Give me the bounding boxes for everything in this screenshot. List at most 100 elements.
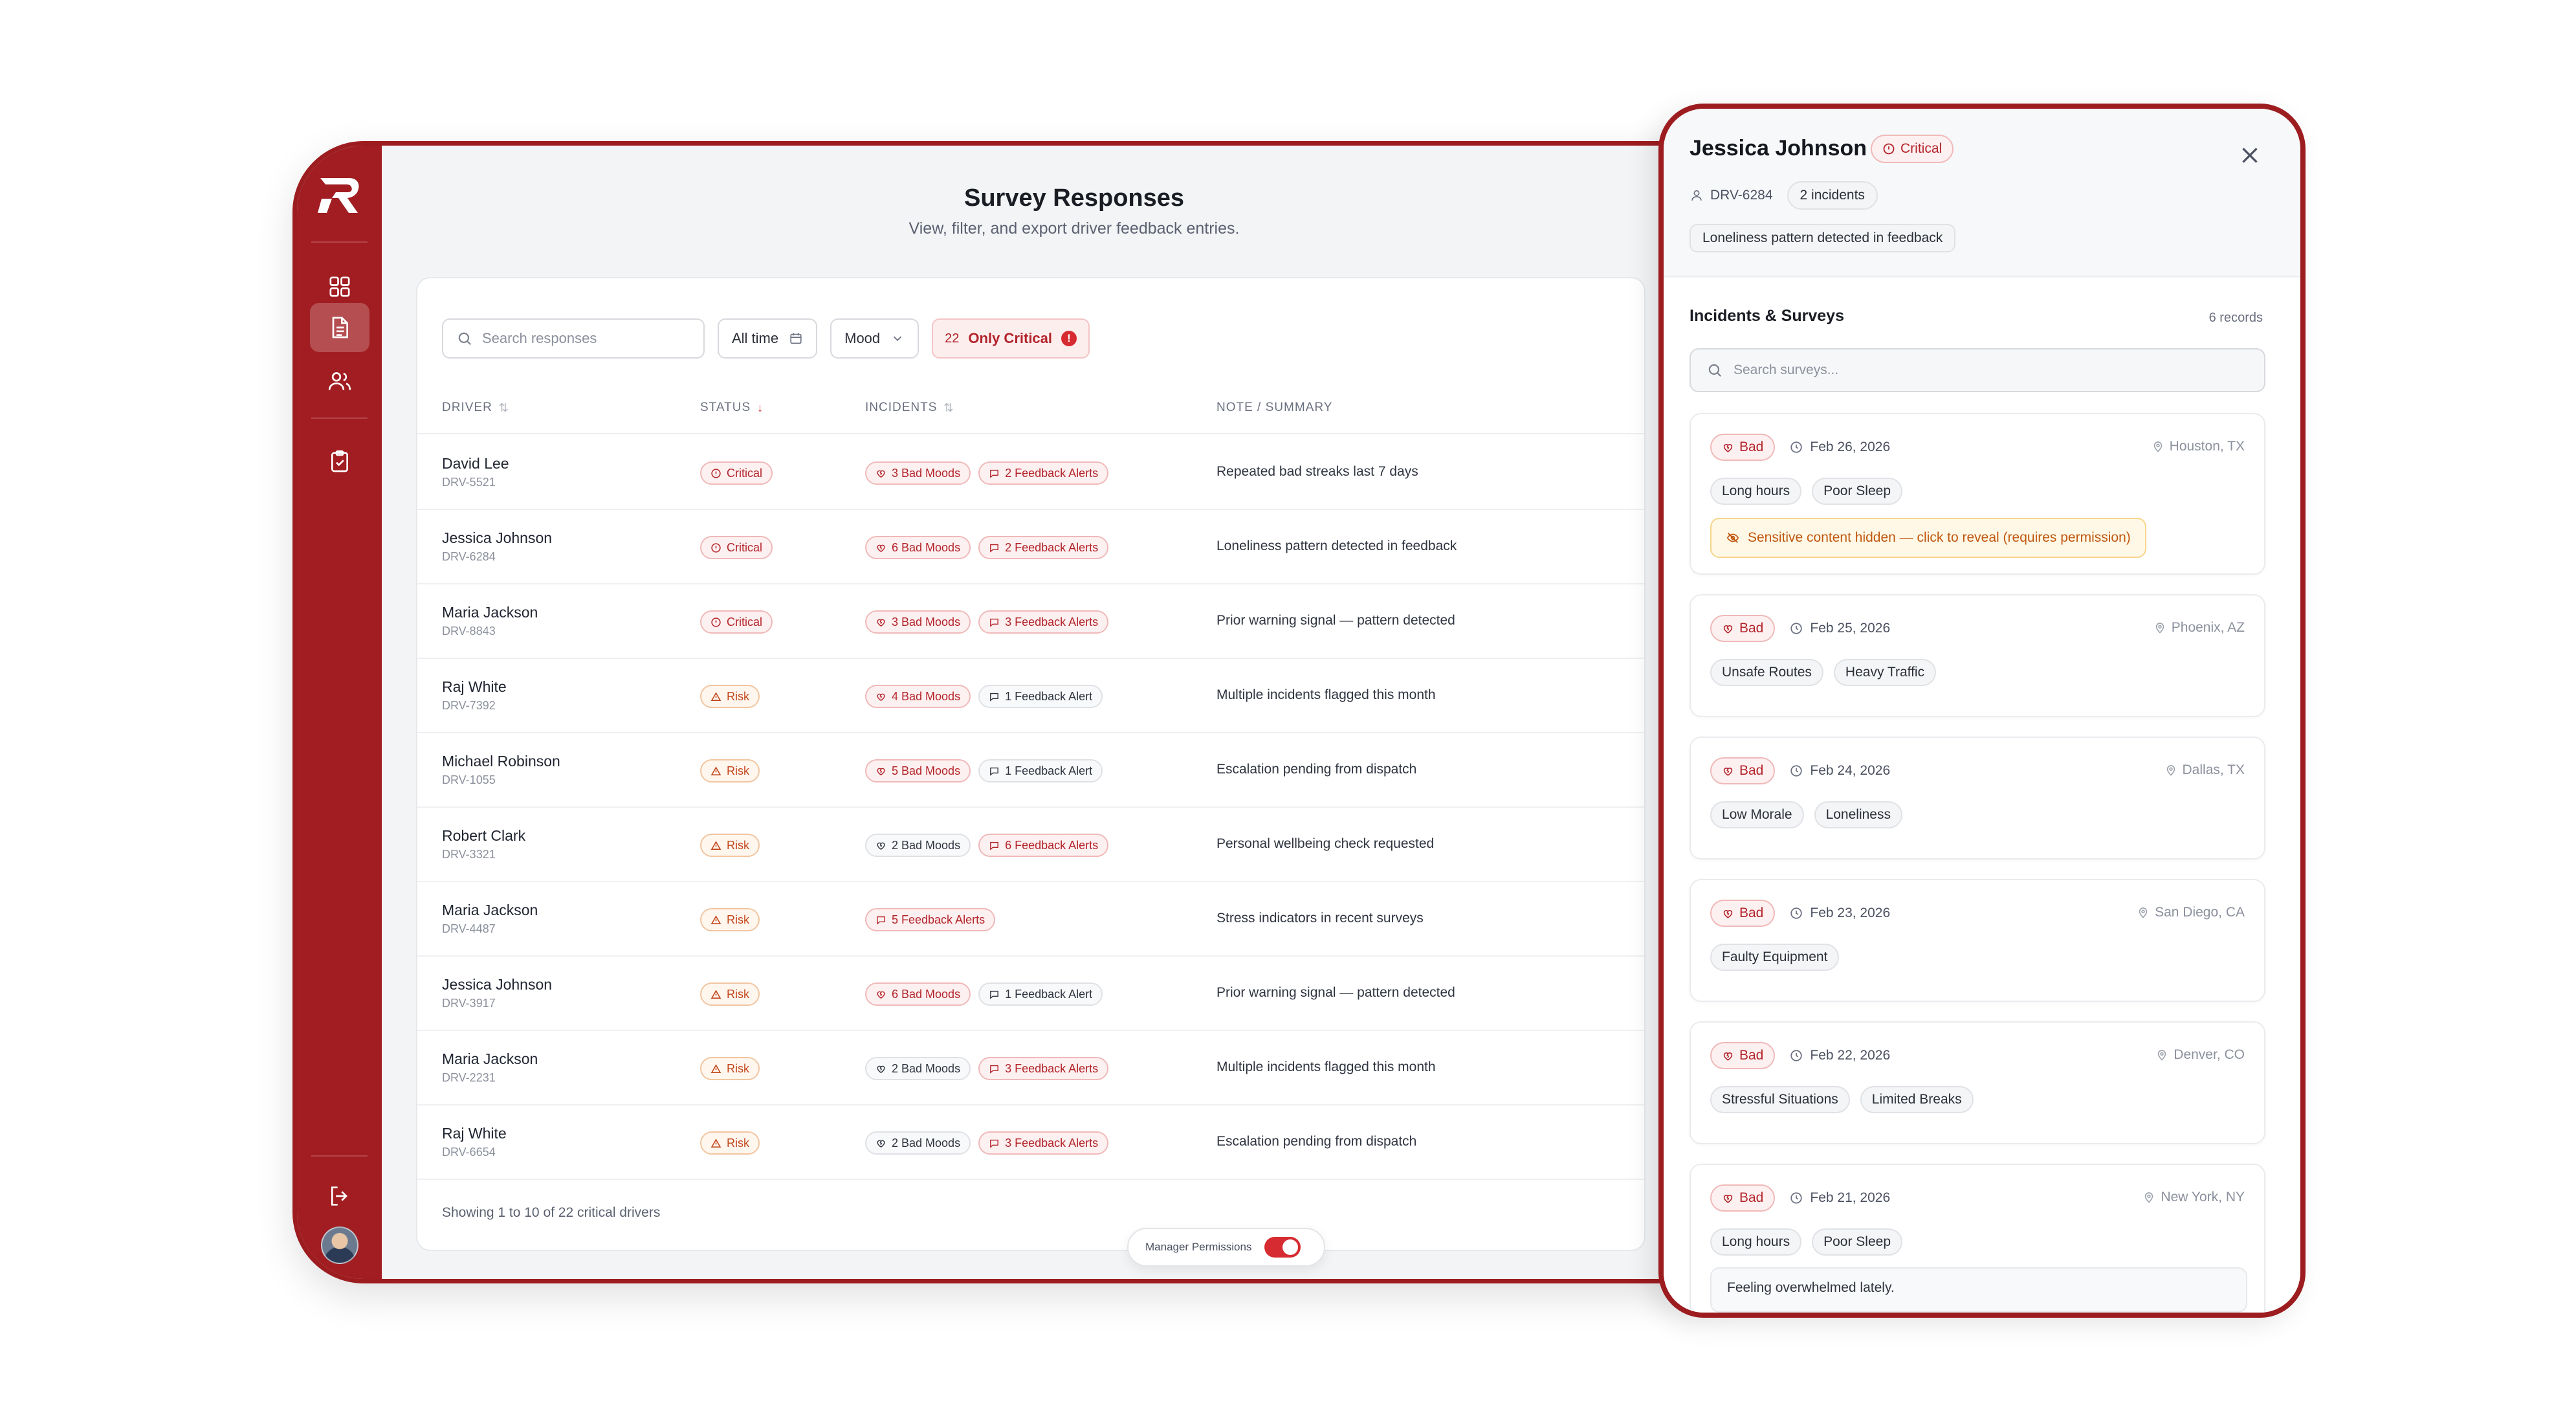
table-row[interactable]: Jessica Johnson DRV-3917 Risk 6 Bad Moods 1 … xyxy=(417,957,1644,1031)
mood-label: Bad xyxy=(1739,1190,1764,1205)
time-filter-button[interactable]: All time xyxy=(718,318,818,359)
users-icon xyxy=(328,372,351,390)
survey-card[interactable]: Bad Feb 21, 2026 New York, NY Long hours Poo… xyxy=(1690,1164,2265,1313)
incident-badge: 4 Bad Moods xyxy=(865,685,971,708)
calendar-icon xyxy=(790,333,802,344)
warning-triangle-icon xyxy=(710,989,721,1000)
survey-search-box[interactable] xyxy=(1690,348,2265,392)
sidebar-item-tasks[interactable] xyxy=(310,437,369,486)
warning-triangle-icon xyxy=(710,840,721,851)
incident-badge: 3 Feedback Alerts xyxy=(978,610,1109,634)
status-badge: Risk xyxy=(700,1131,760,1155)
note-summary: Loneliness pattern detected in feedback xyxy=(1216,538,1457,553)
incident-label: 6 Bad Moods xyxy=(892,540,961,554)
sidebar-divider xyxy=(311,1155,368,1157)
incident-badge: 5 Feedback Alerts xyxy=(865,908,996,931)
survey-date: Feb 22, 2026 xyxy=(1789,1048,1890,1063)
status-cell: Risk xyxy=(700,685,760,708)
drawer-header: Jessica Johnson Critical DRV-6284 2 inci… xyxy=(1664,109,2300,277)
driver-name: Jessica Johnson xyxy=(442,529,553,546)
time-filter-label: All time xyxy=(732,330,779,346)
sensitive-content-label: Sensitive content hidden — click to reve… xyxy=(1748,530,2131,545)
alert-circle-icon xyxy=(710,468,721,479)
driver-name: Maria Jackson xyxy=(442,902,538,918)
incidents-cell: 6 Bad Moods 2 Feedback Alerts xyxy=(865,536,1109,559)
status-cell: Risk xyxy=(700,1131,760,1155)
survey-date-text: Feb 24, 2026 xyxy=(1810,763,1891,778)
survey-card[interactable]: Bad Feb 26, 2026 Houston, TX Long hours Poor… xyxy=(1690,413,2265,575)
mood-badge: Bad xyxy=(1710,434,1776,461)
incident-label: 5 Feedback Alerts xyxy=(892,913,985,926)
search-box[interactable] xyxy=(442,318,705,359)
sidebar-item-dashboard[interactable] xyxy=(310,262,369,311)
search-input[interactable] xyxy=(482,330,696,347)
note-summary: Prior warning signal — pattern detected xyxy=(1216,985,1455,1000)
incidents-cell: 5 Feedback Alerts xyxy=(865,908,996,931)
note-summary: Personal wellbeing check requested xyxy=(1216,836,1435,851)
manager-permissions-toggle[interactable] xyxy=(1264,1237,1301,1258)
drawer-body: Incidents & Surveys 6 records Bad Feb 26,… xyxy=(1664,278,2300,1313)
survey-location: San Diego, CA xyxy=(2137,905,2245,920)
heart-crack-icon xyxy=(875,691,886,702)
mood-badge: Bad xyxy=(1710,900,1776,927)
sidebar-item-surveys[interactable] xyxy=(310,303,369,352)
sensitive-content-reveal[interactable]: Sensitive content hidden — click to reve… xyxy=(1710,518,2146,558)
driver-id: DRV-6284 xyxy=(1690,188,1773,203)
table-row[interactable]: Raj White DRV-6654 Risk 2 Bad Moods 3 Feedba… xyxy=(417,1105,1644,1180)
status-cell: Risk xyxy=(700,982,760,1006)
incident-label: 5 Bad Moods xyxy=(892,764,961,777)
table-row[interactable]: Robert Clark DRV-3321 Risk 2 Bad Moods 6 Fee… xyxy=(417,808,1644,882)
survey-location-text: Denver, CO xyxy=(2174,1047,2245,1062)
incidents-cell: 6 Bad Moods 1 Feedback Alert xyxy=(865,982,1103,1006)
table-row[interactable]: Jessica Johnson DRV-6284 Critical 6 Bad Moo… xyxy=(417,510,1644,584)
incident-label: 2 Feedback Alerts xyxy=(1005,540,1099,554)
table-row[interactable]: Raj White DRV-7392 Risk 4 Bad Moods 1 Feedba… xyxy=(417,659,1644,733)
sidebar-divider xyxy=(311,241,368,243)
survey-card-header: Bad Feb 26, 2026 xyxy=(1710,434,1890,461)
mood-badge: Bad xyxy=(1710,1042,1776,1069)
survey-card[interactable]: Bad Feb 24, 2026 Dallas, TX Low Morale Lonel… xyxy=(1690,737,2265,860)
incident-badge: 2 Feedback Alerts xyxy=(978,536,1109,559)
logout-button[interactable] xyxy=(310,1171,369,1221)
table-row[interactable]: Maria Jackson DRV-4487 Risk 5 Feedback Aler… xyxy=(417,882,1644,957)
survey-location-text: New York, NY xyxy=(2161,1190,2245,1204)
map-pin-icon xyxy=(2155,1048,2168,1061)
incidents-count-chip: 2 incidents xyxy=(1787,181,1878,210)
mood-badge: Bad xyxy=(1710,757,1776,784)
table-row[interactable]: David Lee DRV-5521 Critical 3 Bad Moods 2 Fe… xyxy=(417,436,1644,510)
status-cell: Critical xyxy=(700,610,773,634)
note-summary: Escalation pending from dispatch xyxy=(1216,1134,1417,1149)
note-summary: Escalation pending from dispatch xyxy=(1216,762,1417,777)
message-icon xyxy=(989,1063,1000,1074)
only-critical-label: Only Critical xyxy=(968,330,1053,346)
drawer-status-badge: Critical xyxy=(1871,135,1954,163)
table-row[interactable]: Michael Robinson DRV-1055 Risk 5 Bad Moods 1… xyxy=(417,733,1644,808)
mood-badge: Bad xyxy=(1710,1184,1776,1212)
sidebar-item-drivers[interactable] xyxy=(310,357,369,406)
survey-tag: Poor Sleep xyxy=(1812,478,1902,505)
mood-filter-button[interactable]: Mood xyxy=(830,318,919,359)
note-summary: Multiple incidents flagged this month xyxy=(1216,687,1436,702)
column-header-status[interactable]: Status ↓ xyxy=(700,401,764,414)
survey-card[interactable]: Bad Feb 25, 2026 Phoenix, AZ Unsafe Routes H… xyxy=(1690,594,2265,717)
survey-location: Houston, TX xyxy=(2152,439,2245,454)
only-critical-toggle[interactable]: 22 Only Critical ! xyxy=(932,318,1090,359)
incident-label: 3 Feedback Alerts xyxy=(1005,1136,1099,1149)
column-header-incidents[interactable]: Incidents ⇅ xyxy=(865,401,954,414)
close-icon[interactable] xyxy=(2238,144,2262,167)
column-header-driver[interactable]: Driver ⇅ xyxy=(442,401,509,414)
user-avatar[interactable] xyxy=(321,1226,358,1264)
table-row[interactable]: Maria Jackson DRV-2231 Risk 2 Bad Moods 3 Fe… xyxy=(417,1031,1644,1105)
incident-badge: 3 Feedback Alerts xyxy=(978,1131,1109,1155)
survey-card[interactable]: Bad Feb 22, 2026 Denver, CO Stressful Situa… xyxy=(1690,1021,2265,1144)
survey-location-text: Phoenix, AZ xyxy=(2171,620,2245,635)
status-label: Risk xyxy=(727,1061,749,1075)
status-label: Critical xyxy=(727,615,763,628)
survey-location-text: Houston, TX xyxy=(2169,439,2245,454)
map-pin-icon xyxy=(2164,764,2177,777)
driver-id: DRV-2231 xyxy=(442,1071,496,1084)
table-row[interactable]: Maria Jackson DRV-8843 Critical 3 Bad Moods… xyxy=(417,584,1644,659)
message-icon xyxy=(875,915,886,926)
survey-search-input[interactable] xyxy=(1734,362,2238,378)
survey-card[interactable]: Bad Feb 23, 2026 San Diego, CA Faulty Equip… xyxy=(1690,879,2265,1002)
